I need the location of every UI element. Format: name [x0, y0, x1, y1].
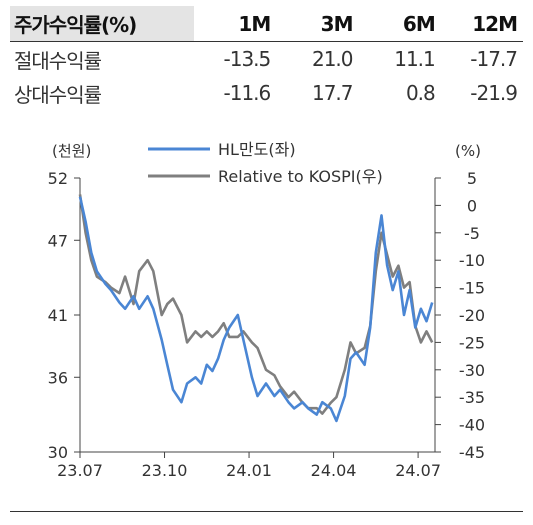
- right-tick-label: -10: [459, 251, 485, 270]
- x-tick-label: 24.07: [395, 461, 441, 480]
- right-tick-label: -30: [459, 361, 485, 380]
- right-tick-label: -25: [459, 333, 485, 352]
- header-label: 주가수익률(%): [10, 6, 194, 42]
- table-row: 상대수익률 -11.6 17.7 0.8 -21.9: [10, 76, 523, 110]
- right-tick-label: 0: [467, 196, 477, 215]
- left-tick-label: 36: [48, 368, 68, 387]
- left-tick-label: 47: [48, 231, 68, 250]
- series-lines: [78, 194, 434, 423]
- table-row: 절대수익률 -13.5 21.0 11.1 -17.7: [10, 42, 523, 77]
- header-3m: 3M: [276, 6, 359, 42]
- right-tick-label: -15: [459, 279, 485, 298]
- returns-table: 주가수익률(%) 1M 3M 6M 12M 절대수익률 -13.5 21.0 1…: [10, 6, 523, 110]
- left-tick-label: 41: [48, 306, 68, 325]
- right-tick-label: -40: [459, 416, 485, 435]
- row-label: 절대수익률: [14, 48, 102, 73]
- header-6m: 6M: [358, 6, 441, 42]
- right-tick-label: -45: [459, 443, 485, 462]
- x-tick-label: 24.04: [311, 461, 357, 480]
- cell-value: -21.9: [470, 81, 518, 105]
- cell-value: -17.7: [470, 47, 518, 71]
- x-tick-label: 24.01: [226, 461, 272, 480]
- cell-value: 0.8: [405, 81, 436, 105]
- legend: HL만도(좌) Relative to KOSPI(우): [148, 140, 383, 186]
- bottom-divider: [10, 511, 523, 512]
- series-line-hl-mando: [78, 196, 434, 423]
- cell-value: 17.7: [311, 81, 354, 105]
- axes: 30 36 41 47 52 -45 -40 -35 -30 -25 -20 -15 -10 -5 0 5 23…: [48, 169, 485, 480]
- right-tick-label: 5: [467, 169, 477, 188]
- cell-value: -11.6: [223, 81, 272, 105]
- left-tick-label: 52: [48, 169, 68, 188]
- x-tick-label: 23.07: [57, 461, 103, 480]
- cell-value: 21.0: [311, 47, 354, 71]
- cell-value: -13.5: [223, 47, 272, 71]
- right-tick-label: -35: [459, 388, 485, 407]
- header-12m: 12M: [440, 6, 523, 42]
- left-tick-label: 30: [48, 443, 68, 462]
- series-line-relative-kospi: [78, 194, 434, 415]
- cell-value: 11.1: [394, 47, 436, 71]
- left-axis-unit: (천원): [52, 142, 91, 160]
- right-tick-label: -5: [464, 224, 480, 243]
- x-tick-label: 23.10: [142, 461, 188, 480]
- right-axis-unit: (%): [455, 142, 481, 160]
- legend-label-relative-kospi: Relative to KOSPI(우): [218, 167, 383, 186]
- row-label: 상대수익률: [14, 82, 102, 107]
- returns-table-header: 주가수익률(%) 1M 3M 6M 12M: [10, 6, 523, 42]
- legend-label-hl-mando: HL만도(좌): [218, 140, 296, 159]
- right-tick-label: -20: [459, 306, 485, 325]
- header-1m: 1M: [194, 6, 277, 42]
